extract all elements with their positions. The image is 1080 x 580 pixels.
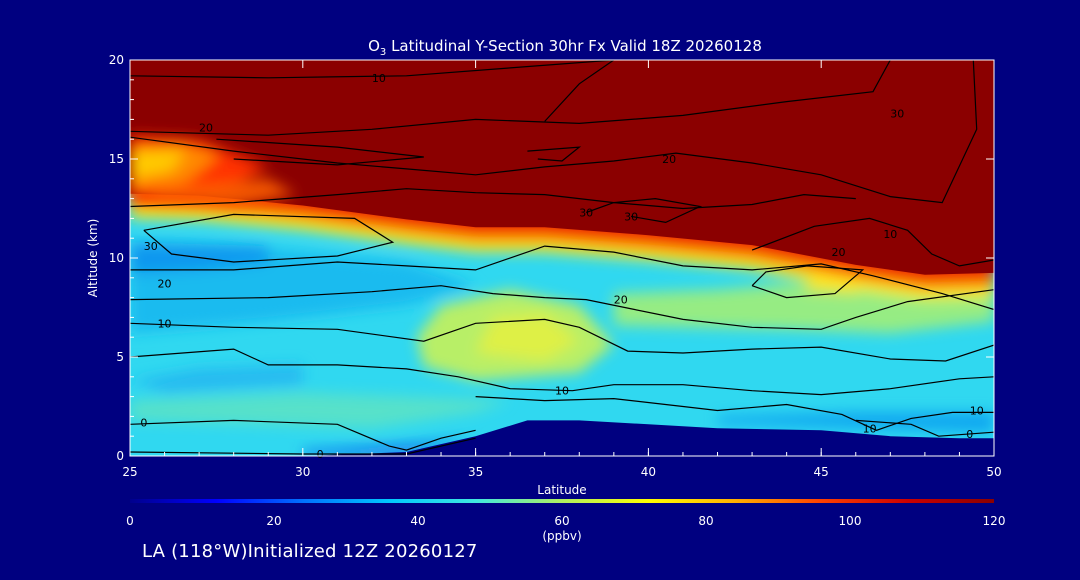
contour-line	[216, 138, 424, 166]
colorbar-ticks: 0 20 40 60 80 100 120	[126, 514, 1005, 528]
contour-label: 10	[555, 385, 569, 398]
contour-line	[130, 285, 994, 330]
contour-label: 10	[970, 404, 984, 417]
colorbar-tick-label: 20	[266, 514, 281, 528]
x-axis-label: Latitude	[537, 483, 586, 497]
contour-label: 20	[199, 121, 213, 134]
lowlevel-greenish	[130, 392, 511, 429]
contour-line	[130, 188, 856, 210]
y-axis: 0 5 10 15 20	[109, 53, 994, 463]
colorbar-tick-label: 100	[839, 514, 862, 528]
colorbar-tick-label: 80	[698, 514, 713, 528]
colorbar-tick-label: 60	[554, 514, 569, 528]
contour-line	[527, 146, 582, 162]
contour-label: 0	[966, 428, 973, 441]
colorbar-tick-label: 40	[410, 514, 425, 528]
contour-lines	[130, 60, 994, 455]
contour-line	[130, 348, 994, 396]
stratosphere-high-ozone	[130, 60, 994, 275]
y-tick-label: 0	[116, 449, 124, 463]
x-tick-label: 50	[986, 465, 1001, 479]
contour-line	[544, 60, 615, 122]
x-tick-label: 45	[814, 465, 829, 479]
ozone-field	[130, 60, 994, 456]
contour-line	[585, 197, 703, 224]
contour-labels: 10 20 20 30 30 30 30 20 10 20 20 10 10 10 10 0 0 0	[140, 72, 983, 461]
y-tick-label: 10	[109, 251, 124, 265]
x-tick-label: 30	[295, 465, 310, 479]
y-tick-label: 20	[109, 53, 124, 67]
y-tick-label: 15	[109, 152, 124, 166]
contour-label: 0	[317, 448, 324, 461]
colorbar-tick-label: 0	[126, 514, 134, 528]
contour-label: 30	[624, 210, 638, 223]
contour-line	[751, 217, 994, 267]
y-axis-label: Altitude (km)	[86, 219, 100, 298]
contour-line	[130, 318, 994, 362]
x-tick-label: 35	[468, 465, 483, 479]
x-tick-label: 40	[641, 465, 656, 479]
contour-label: 20	[831, 246, 845, 259]
contour-line	[143, 213, 395, 263]
yellow-core-central	[475, 313, 580, 361]
colorbar	[130, 499, 994, 503]
colorbar-unit-label: (ppbv)	[542, 529, 581, 543]
contour-line	[130, 419, 476, 451]
contour-line	[855, 419, 994, 437]
colorbar-tick-label: 120	[983, 514, 1006, 528]
contour-line	[475, 396, 994, 431]
near-surface-blue	[302, 438, 476, 456]
contour-label: 20	[158, 278, 172, 291]
plume-layer	[130, 151, 186, 179]
chart-title: O3 Latitudinal Y-Section 30hr Fx Valid 1…	[368, 37, 762, 58]
contour-line	[751, 265, 865, 299]
contour-line	[130, 60, 891, 136]
contour-line	[130, 437, 476, 455]
contour-label: 10	[863, 422, 877, 435]
initialization-footer: LA (118°W)Initialized 12Z 20260127	[142, 541, 478, 562]
x-axis: 25 30 35 40 45 50	[122, 60, 1002, 479]
contour-label: 10	[883, 228, 897, 241]
east-surface-blue	[717, 412, 994, 433]
contour-line	[130, 245, 994, 311]
contour-label: 30	[890, 107, 904, 120]
contour-label: 10	[372, 72, 386, 85]
tropopause-fold-plume	[130, 135, 296, 207]
x-tick-label: 25	[122, 465, 137, 479]
contour-line	[130, 60, 614, 79]
contour-label: 20	[662, 153, 676, 166]
contour-label: 20	[614, 294, 628, 307]
plume-layer	[143, 178, 296, 207]
contour-label: 30	[144, 240, 158, 253]
contour-line	[130, 60, 978, 204]
terrain-mask	[130, 420, 994, 456]
contour-label: 0	[140, 416, 147, 429]
y-tick-label: 5	[116, 350, 124, 364]
blue-low-west	[130, 364, 303, 393]
contour-label: 10	[158, 317, 172, 330]
contour-label: 30	[579, 206, 593, 219]
